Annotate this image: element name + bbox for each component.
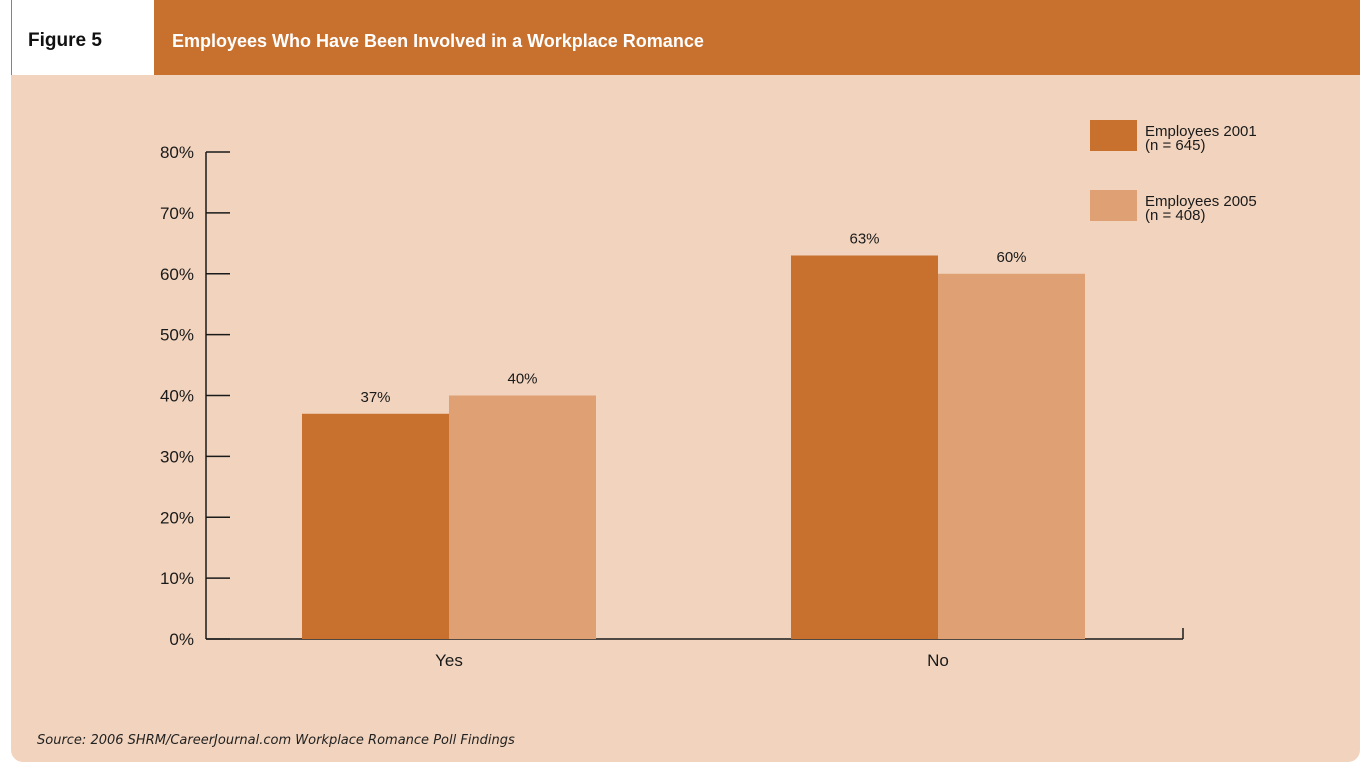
legend-sample-size: (n = 645) <box>1145 137 1205 154</box>
y-tick-label: 50% <box>160 326 194 345</box>
bar-value-label: 37% <box>360 389 390 406</box>
bar-value-label: 40% <box>507 371 537 388</box>
x-category-label: No <box>927 651 949 670</box>
figure-panel: Figure 5 Employees Who Have Been Involve… <box>11 0 1360 762</box>
bar-no-series-0 <box>791 255 938 640</box>
figure-number-tab: Figure 5 <box>11 0 154 75</box>
legend-swatch <box>1090 190 1137 221</box>
bar-value-label: 63% <box>849 230 879 247</box>
y-tick-label: 10% <box>160 569 194 588</box>
bar-no-series-1 <box>938 273 1085 639</box>
figure-header: Figure 5 Employees Who Have Been Involve… <box>11 0 1360 75</box>
y-tick-label: 30% <box>160 447 194 466</box>
bar-yes-series-0 <box>302 413 449 639</box>
figure-title: Employees Who Have Been Involved in a Wo… <box>172 31 704 51</box>
y-tick-label: 80% <box>160 143 194 162</box>
y-tick-label: 60% <box>160 265 194 284</box>
bar-yes-series-1 <box>449 395 596 639</box>
legend-swatch <box>1090 120 1137 151</box>
y-tick-label: 40% <box>160 387 194 406</box>
legend-sample-size: (n = 408) <box>1145 207 1205 224</box>
bar-chart: 0% 10% 20% 30% 40% 50% 60% 70% 80% 37% 40% Yes 63% 60… <box>160 120 1257 670</box>
legend-label: Employees 2001 <box>1145 123 1257 140</box>
legend-label: Employees 2005 <box>1145 193 1257 210</box>
bar-value-label: 60% <box>996 249 1026 266</box>
x-category-label: Yes <box>435 651 463 670</box>
source-note: Source: 2006 SHRM/CareerJournal.com Work… <box>37 733 515 748</box>
y-tick-label: 70% <box>160 204 194 223</box>
y-tick-label: 20% <box>160 508 194 527</box>
y-tick-label: 0% <box>169 630 194 649</box>
figure-number: Figure 5 <box>28 30 102 51</box>
